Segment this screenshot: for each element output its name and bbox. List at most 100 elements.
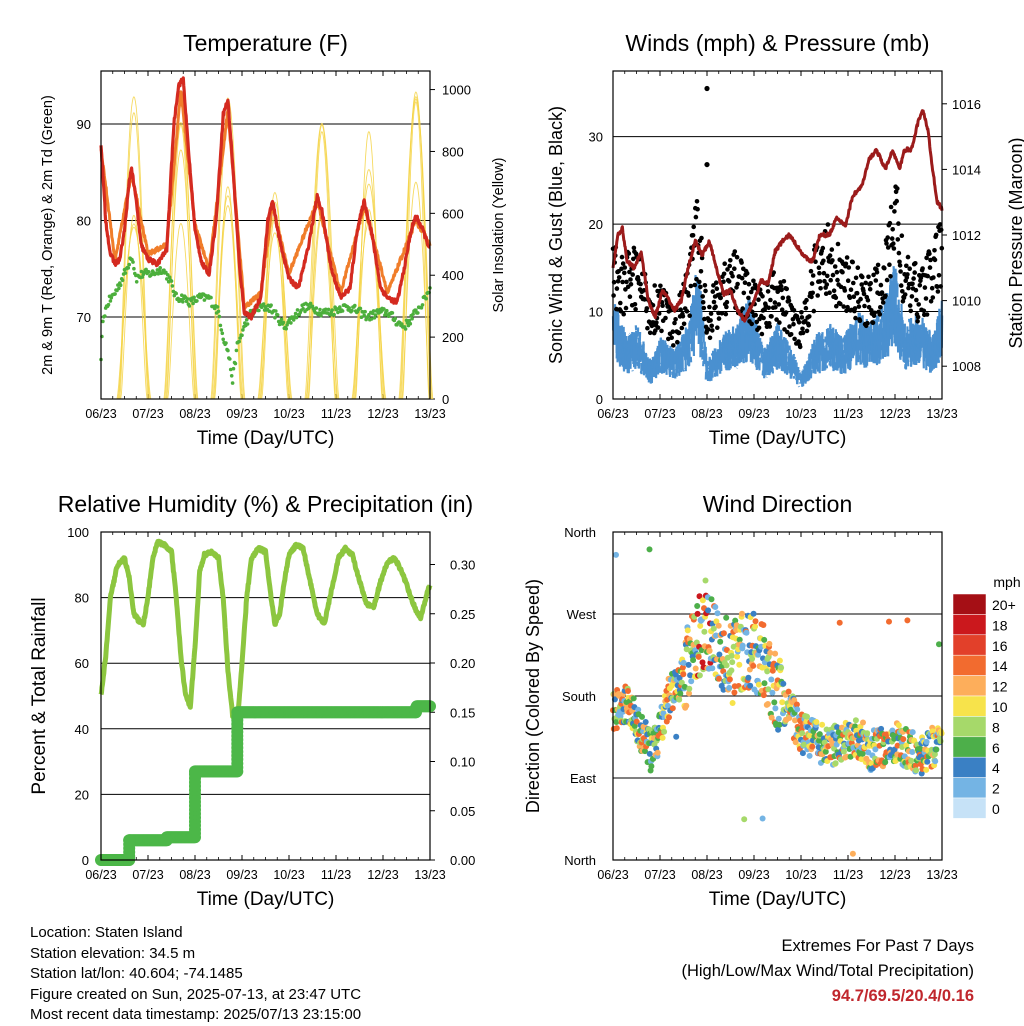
x-tick-label: 07/23: [132, 407, 163, 421]
direction-point: [731, 690, 737, 696]
direction-point: [686, 686, 692, 692]
gust-point: [865, 321, 870, 326]
gust-point: [718, 296, 723, 301]
gust-point: [825, 274, 830, 279]
direction-point: [639, 714, 645, 720]
direction-point: [932, 758, 938, 764]
gust-point: [694, 215, 699, 220]
direction-point: [721, 630, 727, 636]
dewpoint-point: [174, 292, 178, 296]
dewpoint-point: [113, 292, 117, 296]
gust-point: [656, 325, 661, 330]
dewpoint-point: [234, 362, 238, 366]
dewpoint-point: [410, 317, 414, 321]
gust-point: [695, 199, 700, 204]
gust-point: [830, 258, 835, 263]
gust-point: [691, 233, 696, 238]
gust-point: [843, 288, 848, 293]
gust-point: [848, 295, 853, 300]
series-relative-humidity: [101, 541, 430, 722]
dewpoint-point: [119, 283, 123, 287]
gust-point: [709, 311, 714, 316]
y-right-tick-label: 0.20: [450, 656, 475, 671]
gust-point: [892, 246, 897, 251]
gust-point: [866, 275, 871, 280]
x-tick-label: 12/23: [879, 407, 910, 421]
direction-point: [860, 720, 866, 726]
direction-point: [778, 665, 784, 671]
dewpoint-point: [421, 303, 425, 307]
legend-swatch: [953, 696, 986, 716]
gust-point: [800, 315, 805, 320]
direction-point: [685, 627, 691, 633]
dewpoint-point: [209, 296, 213, 300]
direction-point: [772, 705, 778, 711]
gust-point: [880, 290, 885, 295]
legend-swatch: [953, 757, 986, 777]
legend-swatch: [953, 778, 986, 798]
dewpoint-point: [230, 374, 234, 378]
gust-point: [711, 289, 716, 294]
gust-point: [791, 322, 796, 327]
legend-label: 6: [992, 740, 1000, 756]
gust-point: [784, 310, 789, 315]
direction-point: [761, 637, 767, 643]
gust-point: [700, 294, 705, 299]
gust-point: [615, 286, 620, 291]
gust-point: [638, 282, 643, 287]
y-axis-label: 2m & 9m T (Red, Orange) & 2m Td (Green): [40, 95, 56, 375]
dewpoint-point: [226, 349, 230, 353]
x-axis-label: Time (Day/UTC): [197, 889, 335, 910]
direction-point: [660, 735, 666, 741]
dewpoint-point: [232, 367, 236, 371]
dewpoint-point: [274, 309, 278, 313]
gust-point: [846, 278, 851, 283]
gust-point: [930, 286, 935, 291]
y-tick-label: 20: [589, 217, 603, 232]
gust-point: [828, 278, 833, 283]
precip-point: [123, 834, 135, 846]
y-tick-label: 60: [75, 656, 89, 671]
gust-point: [678, 307, 683, 312]
dewpoint-point: [273, 316, 277, 320]
y-tick-label: 20: [75, 787, 89, 802]
gust-point: [663, 316, 668, 321]
gust-point: [913, 261, 918, 266]
dewpoint-point: [103, 314, 107, 318]
direction-point: [724, 662, 730, 668]
gust-point: [836, 242, 841, 247]
dewpoint-point: [241, 328, 245, 332]
x-tick-label: 13/23: [926, 868, 957, 882]
gust-point: [856, 265, 861, 270]
gust-point: [658, 284, 663, 289]
gust-point: [682, 322, 687, 327]
dewpoint-point: [385, 309, 389, 313]
gust-point: [915, 319, 920, 324]
gust-point: [660, 303, 665, 308]
gust-point: [868, 287, 873, 292]
x-tick-label: 09/23: [226, 868, 257, 882]
gust-point: [704, 162, 709, 167]
precip-point: [161, 834, 173, 846]
dewpoint-point: [158, 266, 162, 270]
gust-point: [762, 307, 767, 312]
gust-point: [889, 205, 894, 210]
direction-point: [780, 681, 786, 687]
x-tick-label: 08/23: [691, 407, 722, 421]
gust-point: [753, 313, 758, 318]
gust-point: [923, 285, 928, 290]
gust-point: [821, 259, 826, 264]
gust-point: [809, 295, 814, 300]
gust-point: [847, 265, 852, 270]
dewpoint-point: [416, 311, 420, 315]
x-tick-label: 12/23: [367, 868, 398, 882]
gust-point: [633, 302, 638, 307]
gust-point: [787, 324, 792, 329]
y-right-tick-label: 1012: [952, 228, 981, 243]
gust-point: [686, 293, 691, 298]
direction-point: [777, 658, 783, 664]
gust-point: [801, 331, 806, 336]
direction-point: [648, 763, 654, 769]
gust-point: [898, 269, 903, 274]
x-axis-label: Time (Day/UTC): [197, 428, 335, 449]
